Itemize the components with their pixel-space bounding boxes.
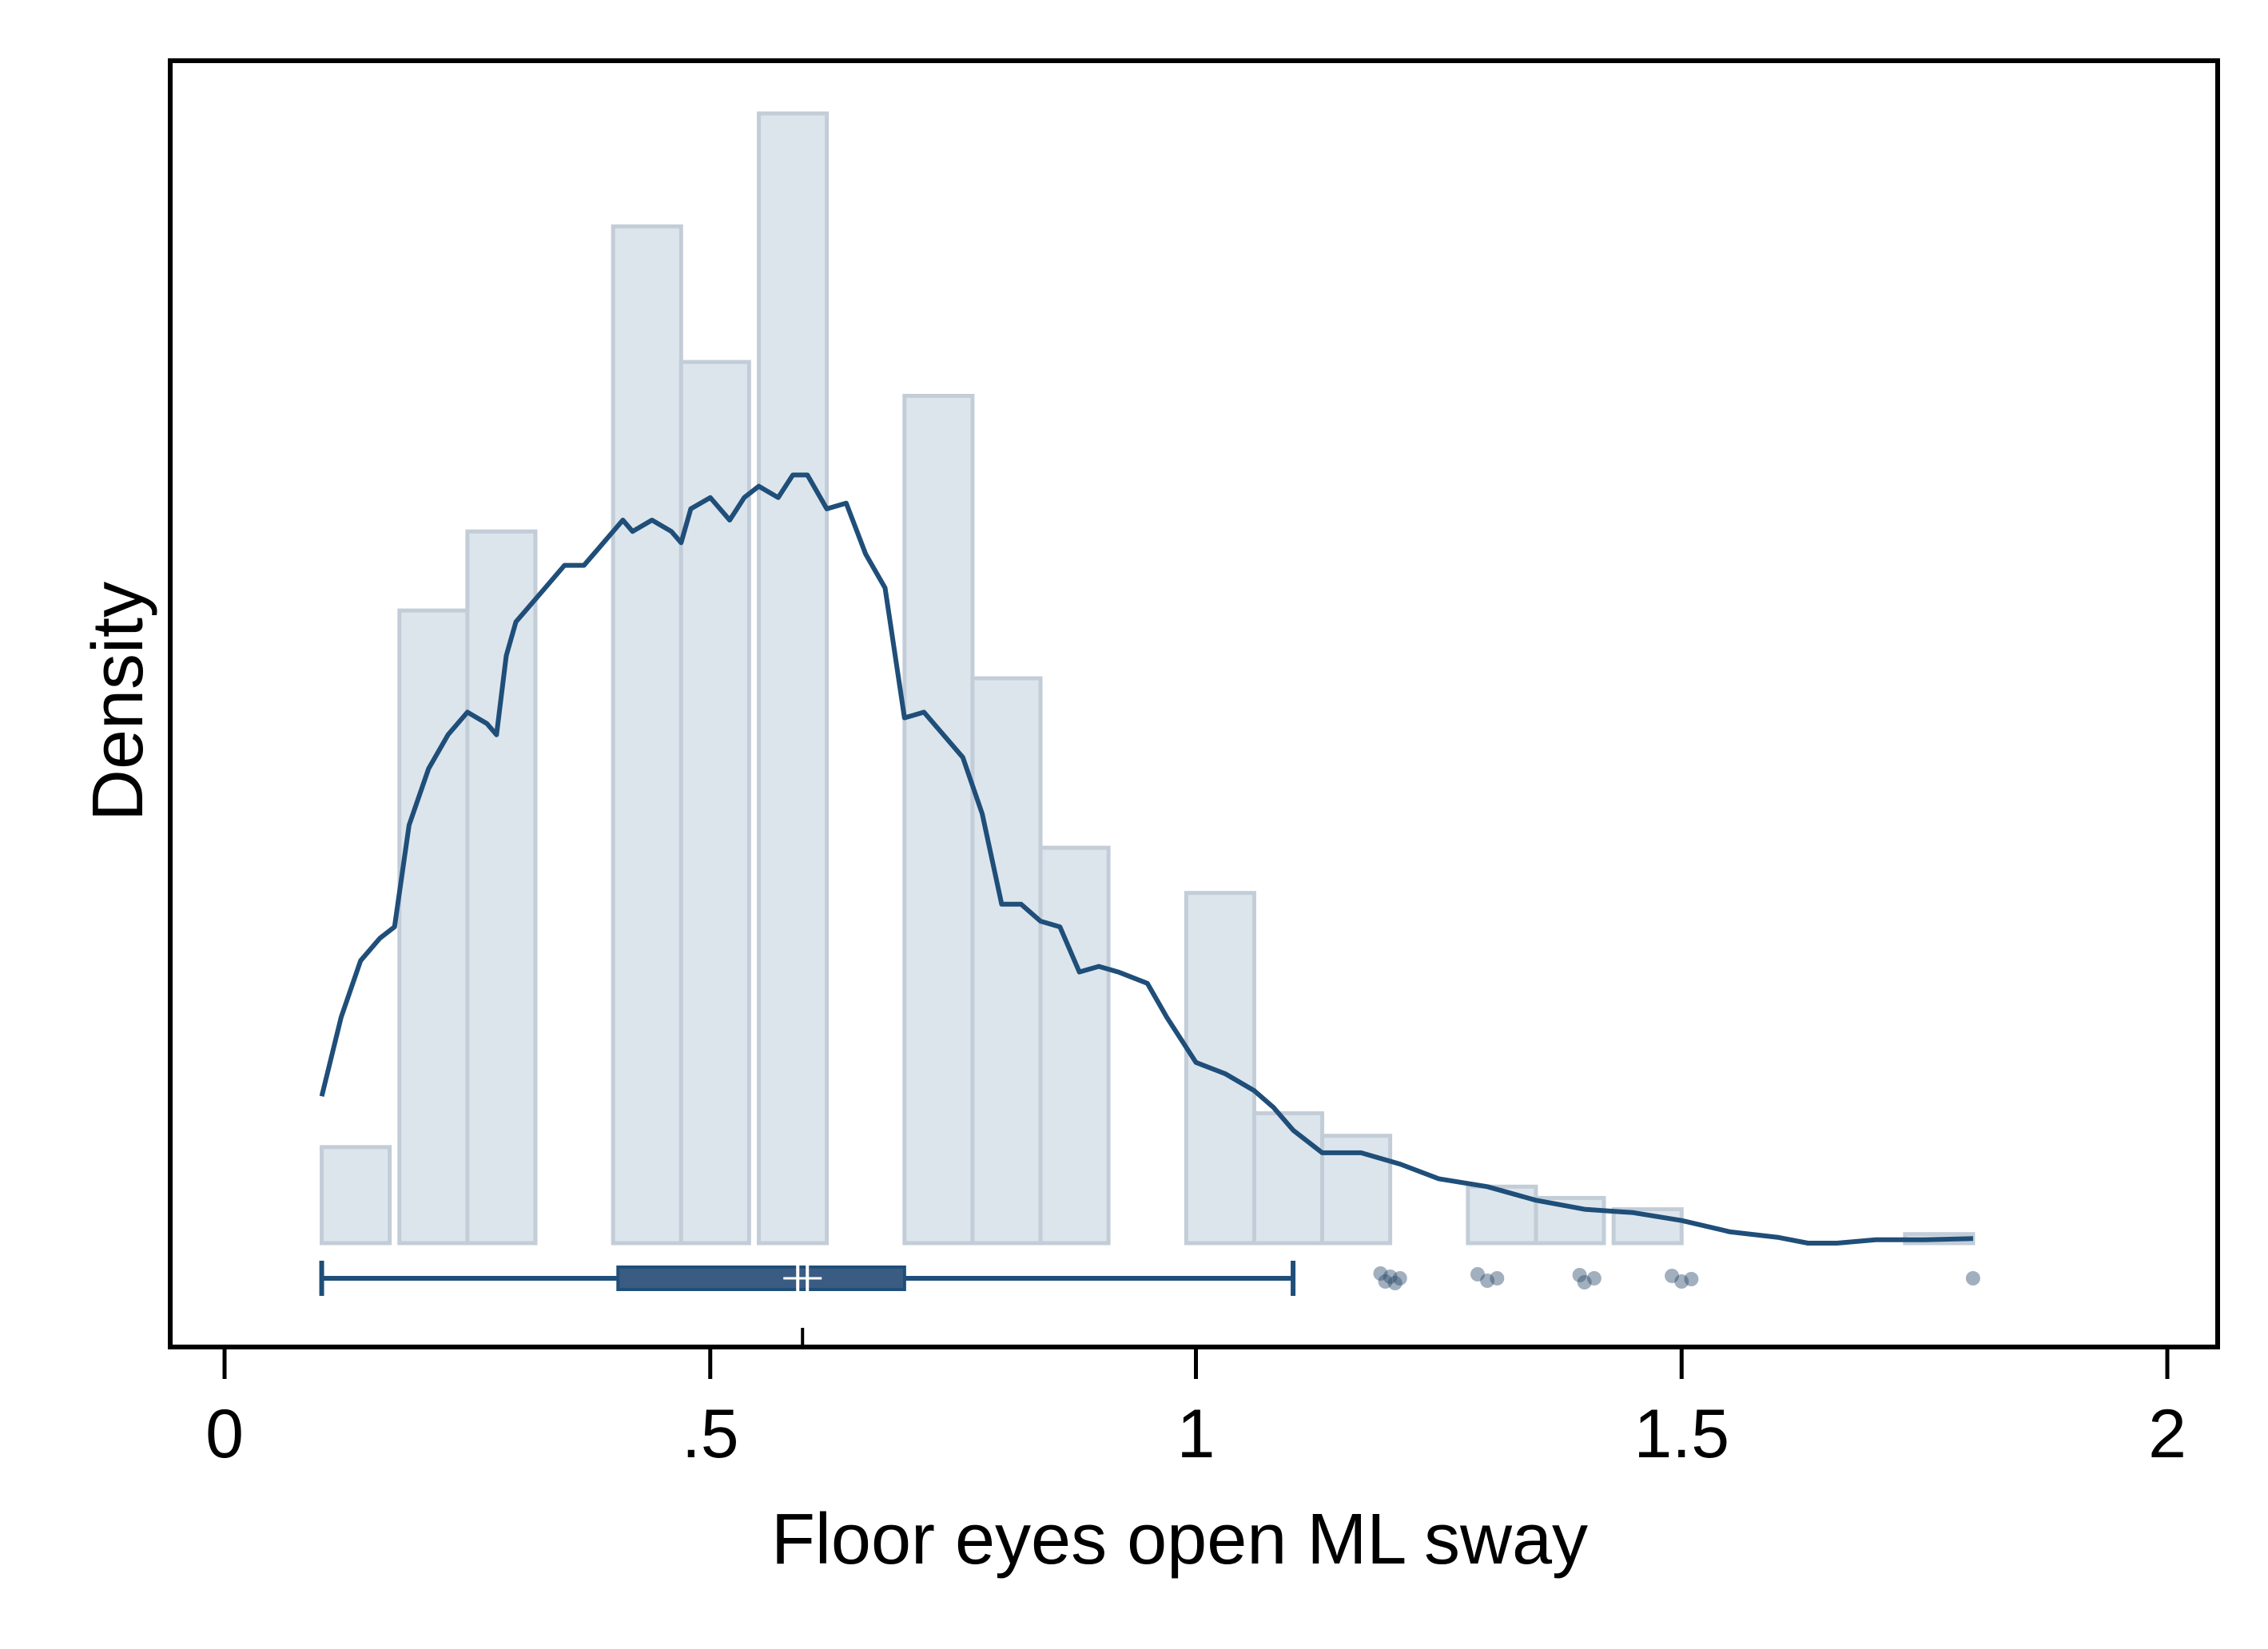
outlier-point-8 xyxy=(1490,1271,1505,1285)
outlier-point-4 xyxy=(1387,1276,1403,1290)
histogram-bar-4 xyxy=(611,224,683,1246)
histogram-bar-10 xyxy=(1184,891,1256,1246)
histogram-bar-8 xyxy=(970,676,1043,1246)
histogram-bar-7 xyxy=(902,394,975,1246)
histogram-bar-1 xyxy=(320,1145,392,1246)
density-curve xyxy=(319,472,1973,1246)
outlier-point-5 xyxy=(1392,1271,1407,1285)
box-iqr xyxy=(616,1266,906,1291)
x-axis-title: Floor eyes open ML sway xyxy=(771,1500,1588,1579)
outlier-point-9 xyxy=(1572,1268,1587,1282)
histogram-bar-3 xyxy=(465,529,538,1246)
outlier-point-12 xyxy=(1665,1269,1680,1283)
histogram-bar-2 xyxy=(397,608,470,1246)
outlier-point-11 xyxy=(1586,1271,1602,1285)
histogram-bar-5 xyxy=(678,360,751,1246)
y-axis-title: Density xyxy=(78,582,158,821)
x-axis: 0 .5 1 1.5 2 xyxy=(170,1345,2218,1472)
x-tick-label-2: .5 xyxy=(682,1396,739,1472)
outlier-point-2 xyxy=(1378,1274,1393,1289)
outlier-point-3 xyxy=(1383,1270,1398,1284)
x-tick-label-3: 1 xyxy=(1177,1396,1216,1472)
outlier-point-10 xyxy=(1577,1275,1592,1289)
outlier-point-14 xyxy=(1684,1272,1699,1286)
outlier-point-13 xyxy=(1674,1274,1689,1289)
outlier-point-15 xyxy=(1965,1271,1980,1285)
histogram-bar-11 xyxy=(1251,1111,1325,1246)
x-tick-label-4: 1.5 xyxy=(1633,1396,1729,1472)
histogram-bar-6 xyxy=(757,111,830,1246)
box-plot xyxy=(319,1261,1980,1347)
x-tick-label-5: 2 xyxy=(2148,1396,2186,1472)
outlier-point-1 xyxy=(1373,1266,1388,1281)
x-tick-label-1: 0 xyxy=(205,1396,244,1472)
outlier-point-6 xyxy=(1470,1267,1485,1281)
outlier-point-7 xyxy=(1480,1274,1495,1288)
histogram-bar-9 xyxy=(1038,845,1111,1246)
